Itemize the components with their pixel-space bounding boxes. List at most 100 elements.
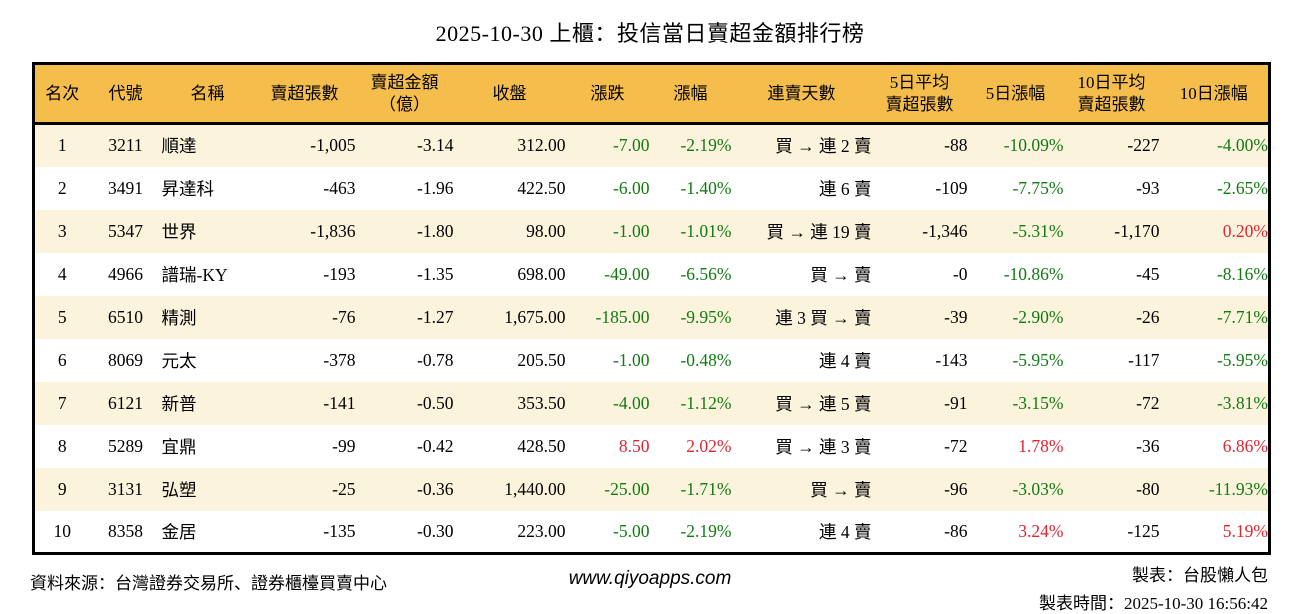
cell-pct-5d: 1.78% [1018, 435, 1064, 456]
website-watermark: www.qiyoapps.com [568, 568, 732, 589]
cell-change-pct: -1.01% [680, 220, 732, 241]
cell-name: 金居 [161, 521, 197, 542]
cell-rank: 3 [57, 220, 67, 241]
cell-pct-5d: -10.09% [1003, 135, 1064, 156]
cell-sell-streak: 連 3 買 → 賣 [775, 307, 872, 328]
cell-avg5-sell-volume: -109 [935, 177, 968, 198]
cell-change-pct: -1.12% [680, 392, 732, 413]
cell-pct-5d: -3.03% [1012, 478, 1064, 499]
ranking-table: 名次 代號 名稱 賣超張數 賣超金額 （億） 收盤 漲跌 漲幅 連賣天數 5日平均 賣超張數 5日漲… [32, 62, 1271, 555]
cell-name: 世界 [161, 221, 197, 242]
cell-close: 1,440.00 [504, 478, 566, 499]
cell-close: 353.50 [517, 392, 566, 413]
cell-avg10-sell-volume: -80 [1136, 478, 1160, 499]
cell-pct-10d: -11.93% [1208, 478, 1268, 499]
cell-code: 3211 [108, 135, 143, 156]
cell-change-pct: -2.19% [680, 520, 732, 541]
cell-pct-5d: -2.90% [1012, 306, 1064, 327]
cell-sell-amount-100m: -0.78 [417, 349, 454, 370]
cell-change: -1.00 [613, 220, 650, 241]
cell-sell-volume: -141 [323, 392, 356, 413]
cell-code: 3491 [108, 177, 143, 198]
table-row: 8 5289 宜鼎 -99 -0.42 428.50 8.50 2.02% 買 → 連 3 賣 -… [33, 424, 1270, 468]
cell-change: -49.00 [604, 263, 650, 284]
cell-name: 譜瑞-KY [161, 264, 228, 285]
table-row: 3 5347 世界 -1,836 -1.80 98.00 -1.00 -1.01% 買 → 連 … [33, 209, 1270, 253]
cell-close: 422.50 [517, 177, 566, 198]
cell-sell-volume: -99 [332, 435, 356, 456]
cell-sell-volume: -135 [323, 520, 356, 541]
cell-rank: 7 [57, 392, 67, 413]
cell-sell-streak: 連 6 賣 [819, 178, 872, 199]
cell-name: 精測 [161, 307, 197, 328]
cell-sell-amount-100m: -1.80 [417, 220, 454, 241]
cell-code: 8358 [108, 520, 143, 541]
cell-avg5-sell-volume: -0 [952, 263, 968, 284]
cell-close: 698.00 [517, 263, 566, 284]
cell-sell-volume: -25 [332, 478, 356, 499]
cell-pct-5d: 3.24% [1018, 520, 1064, 541]
cell-name: 新普 [161, 393, 197, 414]
cell-sell-amount-100m: -0.36 [417, 478, 454, 499]
cell-change: -4.00 [613, 392, 650, 413]
cell-name: 弘塑 [161, 479, 197, 500]
table-body: 1 3211 順達 -1,005 -3.14 312.00 -7.00 -2.19% 買 → 連… [33, 123, 1270, 554]
cell-sell-amount-100m: -0.50 [417, 392, 454, 413]
cell-close: 98.00 [526, 220, 566, 241]
cell-change-pct: -0.48% [680, 349, 732, 370]
cell-avg5-sell-volume: -39 [944, 306, 968, 327]
cell-sell-streak: 連 4 賣 [819, 350, 872, 371]
report-maker: 製表：台股懶人包 [1132, 566, 1268, 585]
cell-name: 元太 [161, 350, 197, 371]
cell-pct-5d: -7.75% [1012, 177, 1064, 198]
cell-code: 6510 [108, 306, 143, 327]
cell-sell-volume: -378 [323, 349, 356, 370]
cell-sell-streak: 買 → 賣 [810, 264, 872, 285]
column-header-code: 代號 [89, 63, 162, 125]
cell-pct-5d: -3.15% [1012, 392, 1064, 413]
cell-sell-amount-100m: -1.35 [417, 263, 454, 284]
cell-rank: 10 [53, 520, 72, 541]
cell-close: 205.50 [517, 349, 566, 370]
cell-sell-streak: 買 → 連 3 賣 [775, 436, 872, 457]
column-header-close: 收盤 [453, 63, 566, 125]
cell-pct-10d: -4.00% [1216, 135, 1268, 156]
cell-sell-streak: 買 → 連 19 賣 [766, 221, 872, 242]
cell-rank: 4 [57, 263, 67, 284]
cell-avg10-sell-volume: -125 [1127, 520, 1160, 541]
cell-name: 順達 [161, 136, 197, 157]
cell-code: 5289 [108, 435, 143, 456]
cell-sell-volume: -193 [323, 263, 356, 284]
cell-close: 428.50 [517, 435, 566, 456]
column-header-avg5-sell-volume: 5日平均 賣超張數 [871, 63, 968, 125]
cell-change: -25.00 [604, 478, 650, 499]
cell-avg5-sell-volume: -91 [944, 392, 968, 413]
table-row: 6 8069 元太 -378 -0.78 205.50 -1.00 -0.48% 連 4 賣 -1… [33, 338, 1270, 382]
cell-avg5-sell-volume: -88 [944, 135, 968, 156]
cell-rank: 9 [57, 478, 67, 499]
table-row: 10 8358 金居 -135 -0.30 223.00 -5.00 -2.19% 連 4 賣 -… [33, 510, 1270, 554]
cell-rank: 5 [57, 306, 67, 327]
cell-sell-volume: -76 [332, 306, 356, 327]
cell-pct-10d: -2.65% [1216, 177, 1268, 198]
cell-change: -5.00 [613, 520, 650, 541]
cell-rank: 1 [57, 135, 67, 156]
cell-close: 223.00 [517, 520, 566, 541]
cell-change-pct: -9.95% [680, 306, 732, 327]
cell-sell-volume: -463 [323, 177, 356, 198]
column-header-change: 漲跌 [565, 63, 650, 125]
cell-rank: 6 [57, 349, 67, 370]
cell-close: 1,675.00 [504, 306, 566, 327]
cell-rank: 2 [57, 177, 67, 198]
cell-sell-volume: -1,836 [310, 220, 356, 241]
cell-pct-10d: 6.86% [1222, 435, 1268, 456]
cell-sell-volume: -1,005 [310, 135, 356, 156]
column-header-sell-streak: 連賣天數 [731, 63, 872, 125]
table-row: 5 6510 精測 -76 -1.27 1,675.00 -185.00 -9.95% 連 3 … [33, 295, 1270, 339]
cell-change-pct: -1.40% [680, 177, 732, 198]
cell-change-pct: -1.71% [680, 478, 732, 499]
cell-pct-10d: 5.19% [1222, 520, 1268, 541]
report-timestamp: 製表時間：2025-10-30 16:56:42 [1038, 594, 1268, 613]
column-header-name: 名稱 [161, 63, 254, 125]
cell-change-pct: -2.19% [680, 135, 732, 156]
